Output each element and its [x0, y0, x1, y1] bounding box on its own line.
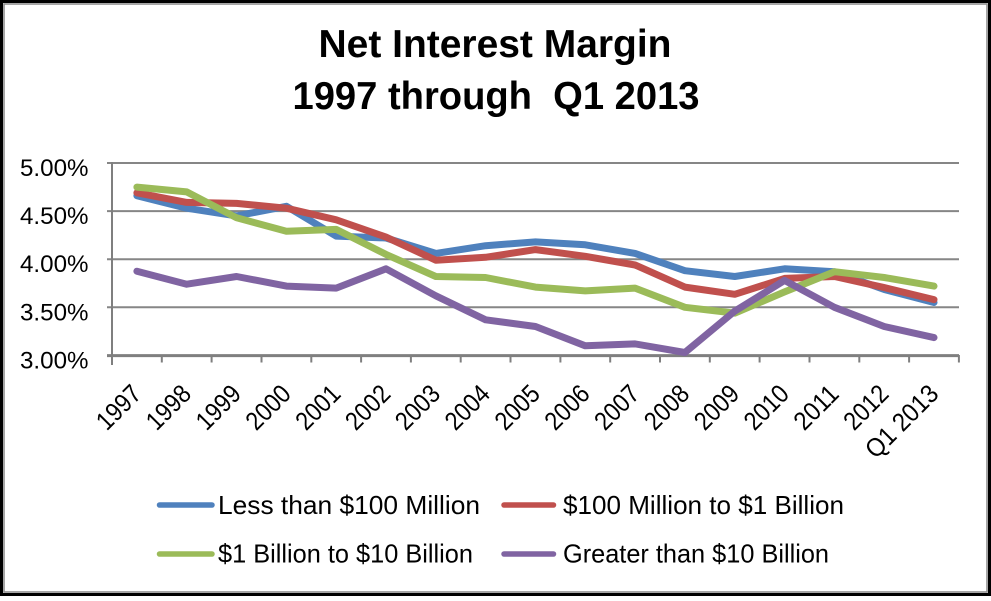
- svg-text:Greater than $10 Billion: Greater than $10 Billion: [563, 539, 829, 569]
- svg-text:$1 Billion to $10 Billion: $1 Billion to $10 Billion: [218, 539, 473, 569]
- svg-text:$100 Million to $1 Billion: $100 Million to $1 Billion: [563, 490, 844, 520]
- svg-text:1997 through Q1 2013: 1997 through Q1 2013: [293, 75, 700, 118]
- svg-text:4.00%: 4.00%: [20, 251, 89, 278]
- svg-text:Net Interest Margin: Net Interest Margin: [319, 23, 672, 66]
- svg-text:3.50%: 3.50%: [20, 299, 89, 326]
- svg-text:3.00%: 3.00%: [20, 347, 89, 374]
- svg-text:Less than $100 Million: Less than $100 Million: [218, 490, 480, 520]
- svg-text:4.50%: 4.50%: [20, 203, 89, 230]
- svg-text:5.00%: 5.00%: [20, 155, 89, 182]
